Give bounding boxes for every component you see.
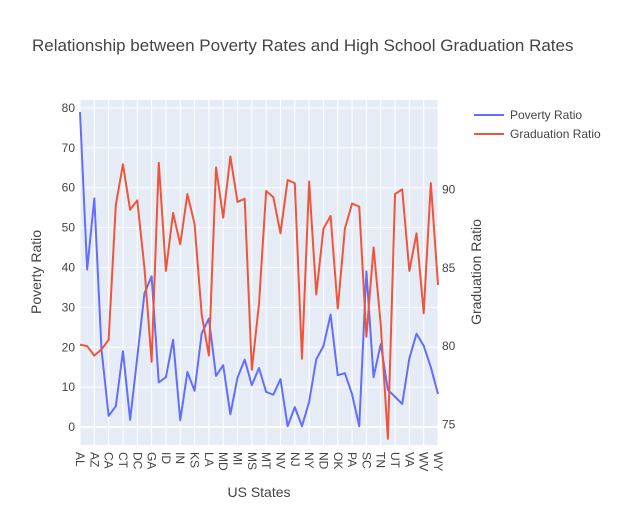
grid — [79, 100, 439, 445]
x-tick-label: MS — [245, 452, 259, 470]
y-tick-label: 20 — [62, 340, 76, 354]
chart-title: Relationship between Poverty Rates and H… — [32, 36, 574, 55]
y-tick-label: 70 — [62, 141, 76, 155]
y2-tick-label: 75 — [442, 418, 456, 432]
x-tick-label: OK — [331, 452, 345, 469]
x-tick-label: WV — [417, 452, 431, 471]
y2-tick-label: 80 — [442, 339, 456, 353]
y-tick-label: 40 — [62, 261, 76, 275]
x-axis-ticks: AL AZ CA CT DC GA ID IN KS LA MD MI MS MT NV NJ NY ND OK PA… — [73, 452, 445, 471]
x-tick-label: UT — [388, 452, 402, 469]
series-line-poverty — [79, 111, 439, 428]
x-tick-label: CT — [116, 452, 130, 469]
y-tick-label: 10 — [62, 380, 76, 394]
legend: Poverty Ratio Graduation Ratio — [474, 108, 601, 141]
x-tick-label: NV — [273, 452, 287, 469]
y2-tick-label: 85 — [442, 261, 456, 275]
x-tick-label: NY — [302, 452, 316, 469]
y-tick-label: 60 — [62, 181, 76, 195]
y-tick-label: 0 — [68, 420, 75, 434]
x-tick-label: PA — [345, 452, 359, 467]
x-axis-title: US States — [227, 484, 290, 500]
x-tick-label: MI — [231, 452, 245, 465]
y-axis-title: Poverty Ratio — [28, 230, 44, 314]
x-tick-label: MD — [216, 452, 230, 471]
x-tick-label: KS — [188, 452, 202, 468]
x-tick-label: GA — [145, 452, 159, 469]
y2-axis-title: Graduation Ratio — [468, 219, 484, 325]
y-tick-label: 80 — [62, 101, 76, 115]
x-tick-label: AL — [73, 452, 87, 467]
legend-label-graduation: Graduation Ratio — [510, 127, 601, 141]
legend-label-poverty: Poverty Ratio — [510, 108, 582, 122]
x-tick-label: MT — [259, 452, 273, 470]
y2-axis-ticks: 75 80 85 90 — [442, 182, 456, 431]
x-tick-label: CA — [102, 452, 116, 469]
series-lines — [79, 111, 439, 440]
x-tick-label: AZ — [87, 452, 101, 467]
x-tick-label: LA — [202, 452, 216, 467]
y-tick-label: 30 — [62, 300, 76, 314]
x-tick-label: WY — [431, 452, 445, 471]
x-tick-label: IN — [173, 452, 187, 464]
x-tick-label: DC — [130, 452, 144, 470]
x-tick-label: SC — [359, 452, 373, 469]
y2-tick-label: 90 — [442, 182, 456, 196]
y-tick-label: 50 — [62, 221, 76, 235]
series-line-graduation — [79, 155, 439, 440]
x-tick-label: ND — [316, 452, 330, 470]
x-tick-label: ID — [159, 452, 173, 464]
x-tick-label: VA — [402, 452, 416, 467]
x-tick-label: TN — [374, 452, 388, 468]
x-tick-label: NJ — [288, 452, 302, 467]
y-axis-ticks: 0 10 20 30 40 50 60 70 80 — [62, 101, 76, 434]
